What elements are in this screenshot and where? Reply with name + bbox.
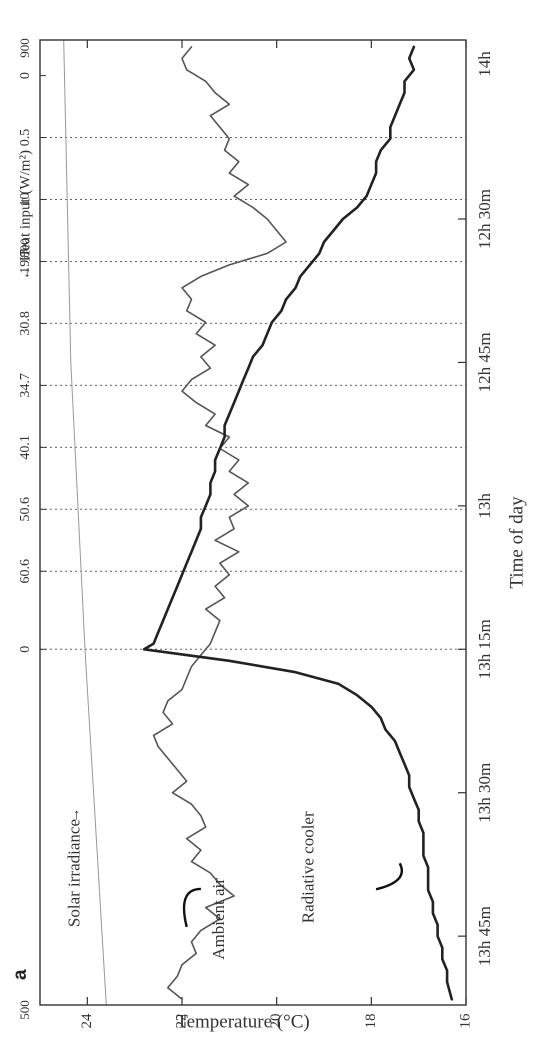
heat-input-label: 0 <box>18 646 33 653</box>
panel-letter: a <box>10 960 40 1020</box>
callout-arc-cooler <box>375 862 403 891</box>
y-tick-label: 16 <box>457 1013 473 1029</box>
x-axis-label: Time of day <box>506 496 527 589</box>
solar-axis-label: 800 <box>17 238 32 258</box>
solar-axis-label: 500 <box>17 1000 32 1020</box>
heat-input-label: 60.6 <box>18 559 33 584</box>
heat-input-label: 0.5 <box>18 129 33 147</box>
heat-input-label: 10 <box>18 192 33 206</box>
heat-input-label: 40.1 <box>18 435 33 460</box>
callout-arc-ambient <box>182 887 202 928</box>
heat-input-label: 34.7 <box>18 373 33 398</box>
heat-input-label: 19.7 <box>18 249 33 274</box>
x-tick-label: 12h 45m <box>475 332 494 392</box>
solar-arrow: → <box>67 808 83 823</box>
y-tick-label: 22 <box>173 1014 189 1029</box>
y-axis-label: Temperature (°C) <box>176 1011 309 1032</box>
y-tick-label: 20 <box>268 1014 284 1029</box>
x-tick-label: 13h 45m <box>475 906 494 966</box>
x-tick-label: 14h <box>475 51 494 77</box>
x-tick-label: 13h 30m <box>475 763 494 823</box>
annotation-label: Radiative cooler <box>299 811 318 923</box>
x-tick-label: 12h 30m <box>475 189 494 249</box>
series-line-radiative-cooler <box>142 45 454 1001</box>
series-line-ambient-air <box>152 46 287 1001</box>
heat-input-label: 50.6 <box>18 497 33 522</box>
heat-axis-label: ← Heat input (W/m²) <box>17 150 33 280</box>
y-tick-label: 24 <box>79 1013 95 1029</box>
annotation-label: Solar irradiance <box>64 819 83 927</box>
plot-frame <box>39 39 467 1006</box>
heat-input-label: 0 <box>18 72 33 79</box>
annotation-label: Ambient air <box>209 878 228 960</box>
heat-input-label: 30.8 <box>18 311 33 336</box>
panel-label: a <box>10 969 31 980</box>
series-line-solar-irradiance <box>63 39 107 1006</box>
x-tick-label: 13h <box>475 493 494 519</box>
solar-axis-label: 900 <box>17 38 32 58</box>
y-tick-label: 18 <box>363 1014 379 1029</box>
x-tick-label: 13h 15m <box>475 619 494 679</box>
